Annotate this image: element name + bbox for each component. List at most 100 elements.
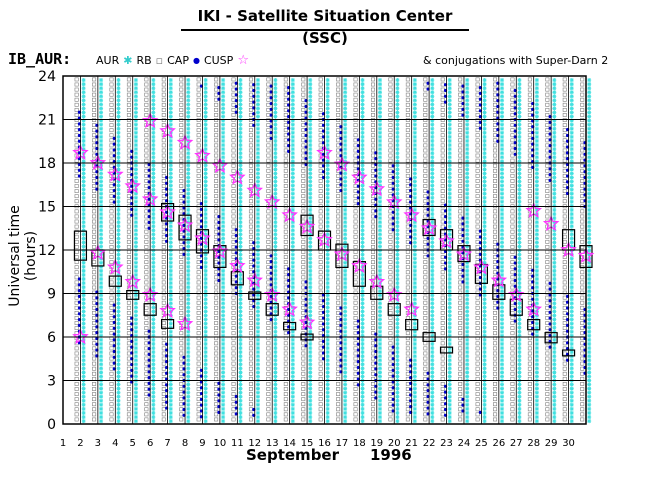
aur-marker xyxy=(238,82,243,87)
rb-marker xyxy=(527,300,532,305)
aur-marker xyxy=(412,203,417,208)
rb-marker xyxy=(545,310,550,315)
rb-marker xyxy=(475,331,480,336)
rb-marker xyxy=(74,224,79,229)
rb-marker xyxy=(388,189,393,193)
aur-marker xyxy=(395,106,400,111)
rb-marker xyxy=(109,280,114,285)
aur-marker xyxy=(343,260,348,265)
aur-marker xyxy=(81,350,86,355)
rb-marker xyxy=(248,382,253,386)
rb-marker xyxy=(196,316,201,320)
rb-marker xyxy=(580,87,585,92)
aur-marker xyxy=(569,195,574,200)
rb-marker xyxy=(405,179,410,183)
aur-marker xyxy=(133,325,138,330)
rb-marker xyxy=(440,290,445,295)
rb-marker xyxy=(458,229,463,234)
rb-marker xyxy=(545,107,550,112)
rb-marker xyxy=(144,229,149,234)
aur-marker xyxy=(168,382,173,387)
aur-marker xyxy=(482,102,487,107)
aur-marker xyxy=(238,309,243,314)
aur-marker xyxy=(447,410,452,415)
rb-marker xyxy=(545,82,550,87)
aur-marker xyxy=(308,114,313,119)
rb-marker xyxy=(580,199,585,204)
rb-marker xyxy=(370,300,375,305)
aur-marker xyxy=(378,321,382,326)
rb-marker xyxy=(126,143,131,148)
aur-marker xyxy=(273,78,278,83)
aur-marker xyxy=(465,90,470,95)
aur-marker xyxy=(325,366,330,371)
rb-marker xyxy=(580,173,585,178)
aur-marker xyxy=(168,419,173,424)
aur-marker xyxy=(308,232,313,237)
aur-marker xyxy=(395,268,400,273)
rb-marker xyxy=(74,209,79,214)
aur-marker xyxy=(534,126,539,131)
rb-marker xyxy=(353,280,358,285)
aur-marker xyxy=(238,151,243,156)
aur-marker xyxy=(482,337,487,342)
rb-marker xyxy=(475,239,480,244)
aur-marker xyxy=(378,220,382,225)
rb-marker xyxy=(580,102,585,107)
rb-marker xyxy=(126,138,131,143)
rb-marker xyxy=(527,285,532,290)
aur-marker xyxy=(395,419,400,424)
aur-marker xyxy=(378,370,382,375)
rb-marker xyxy=(301,382,306,386)
aur-marker xyxy=(465,179,470,184)
rb-marker xyxy=(283,346,288,351)
aur-marker xyxy=(465,341,470,346)
aur-marker xyxy=(517,382,522,387)
aur-marker xyxy=(238,78,243,83)
rb-marker xyxy=(92,407,97,412)
aur-marker xyxy=(500,406,505,411)
rb-marker xyxy=(562,229,567,234)
aur-marker xyxy=(273,390,278,395)
rb-marker xyxy=(388,138,393,143)
aur-marker xyxy=(238,346,243,351)
aur-marker xyxy=(99,277,104,281)
aur-marker xyxy=(412,167,417,172)
rb-marker xyxy=(231,341,236,346)
rb-marker xyxy=(580,346,585,351)
aur-marker xyxy=(99,183,104,188)
aur-marker xyxy=(168,90,173,95)
aur-marker xyxy=(325,289,330,294)
rb-marker xyxy=(562,341,567,346)
aur-marker xyxy=(343,86,348,91)
aur-marker xyxy=(482,126,487,131)
rb-marker xyxy=(196,224,201,229)
aur-marker xyxy=(116,362,121,367)
rb-marker xyxy=(144,356,149,361)
aur-marker xyxy=(552,159,557,164)
rb-marker xyxy=(580,214,585,219)
rb-marker xyxy=(423,123,428,128)
rb-marker xyxy=(388,113,393,117)
aur-marker xyxy=(255,325,260,330)
aur-marker xyxy=(430,78,435,83)
aur-marker xyxy=(500,346,505,351)
aur-marker xyxy=(133,293,138,298)
aur-marker xyxy=(325,110,330,115)
rb-marker xyxy=(179,133,184,138)
aur-marker xyxy=(325,203,330,208)
rb-marker xyxy=(545,321,550,325)
rb-marker xyxy=(74,295,79,300)
rb-marker xyxy=(301,143,306,148)
aur-marker xyxy=(99,390,104,395)
rb-marker xyxy=(179,250,184,254)
aur-marker xyxy=(482,264,487,269)
aur-marker xyxy=(500,224,505,229)
rb-marker xyxy=(144,153,149,158)
rb-marker xyxy=(493,102,498,107)
aur-marker xyxy=(343,268,348,273)
rb-marker xyxy=(493,392,498,396)
aur-marker xyxy=(482,305,487,310)
aur-marker xyxy=(500,151,505,156)
rb-marker xyxy=(161,265,166,270)
